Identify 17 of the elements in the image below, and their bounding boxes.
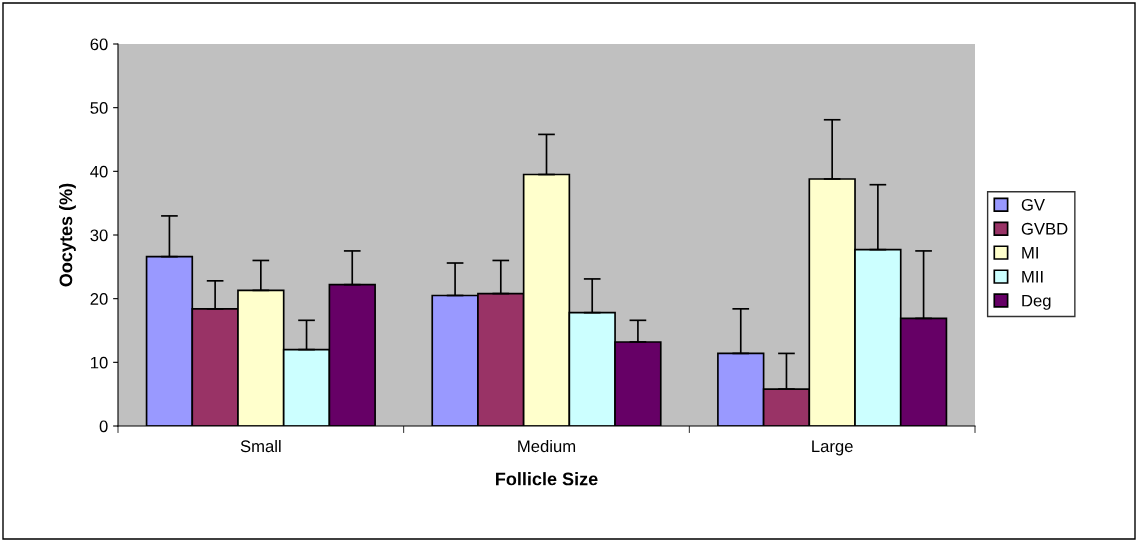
y-tick-label: 50 bbox=[90, 102, 108, 114]
y-tick-label: 10 bbox=[91, 356, 108, 369]
legend-label: GVBD bbox=[1021, 222, 1068, 235]
y-tick-label: 60 bbox=[90, 38, 108, 51]
y-tick-label: 40 bbox=[90, 165, 108, 178]
legend-label: MI bbox=[1022, 246, 1038, 259]
legend-label: MII bbox=[1022, 270, 1043, 283]
x-tick-label: Large bbox=[812, 440, 853, 456]
x-axis-title: Follicle Size bbox=[496, 472, 598, 486]
y-tick-label: 30 bbox=[90, 229, 108, 242]
x-tick-label: Small bbox=[240, 439, 281, 453]
legend-label: Deg bbox=[1022, 294, 1051, 310]
y-tick-label: 0 bbox=[99, 420, 108, 433]
x-tick-label: Medium bbox=[518, 439, 576, 453]
y-tick-label: 20 bbox=[90, 293, 108, 305]
legend-label: GV bbox=[1021, 198, 1045, 211]
y-axis-title: Oocytes (%) bbox=[59, 183, 76, 287]
